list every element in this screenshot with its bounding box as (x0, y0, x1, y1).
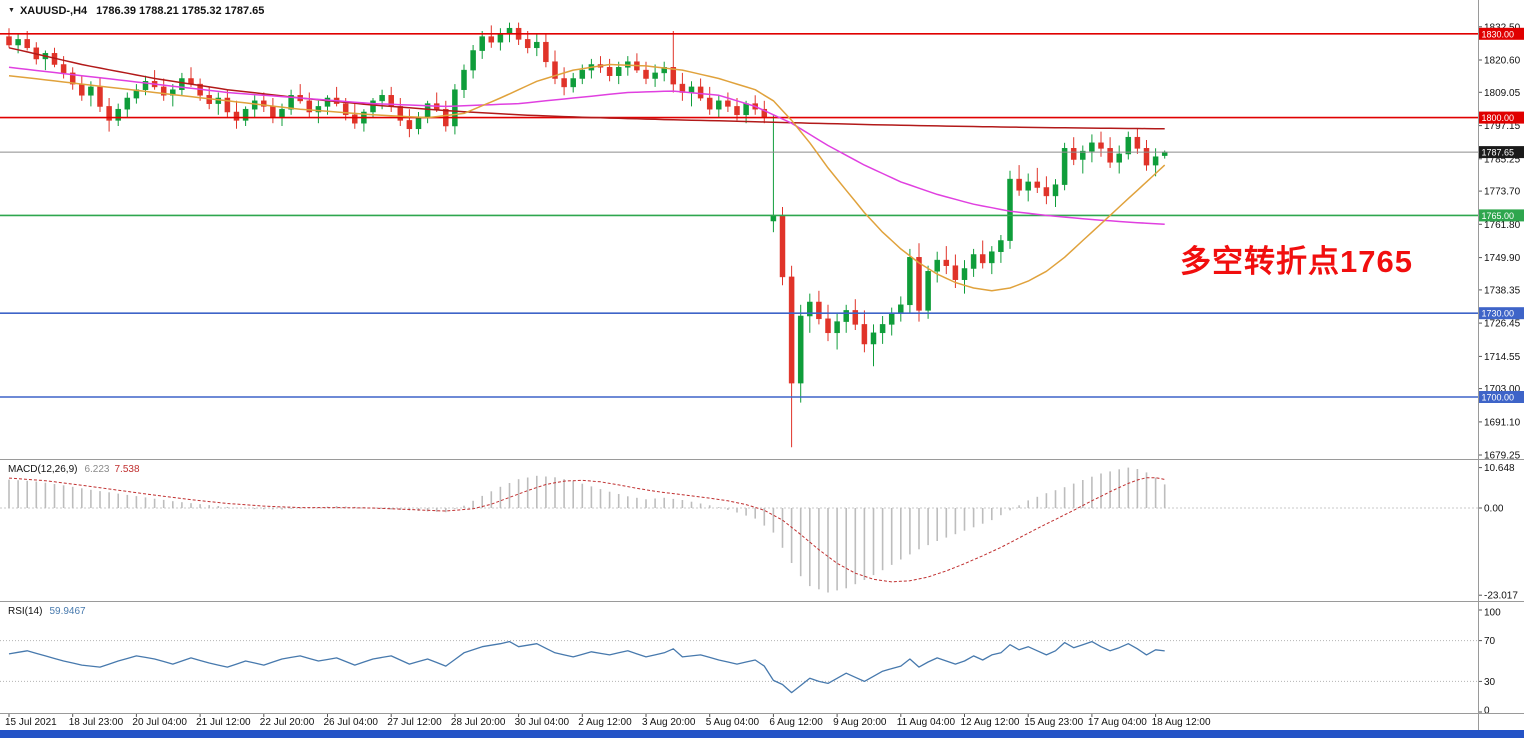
svg-text:1830.00: 1830.00 (1482, 29, 1515, 39)
bottom-scrollbar[interactable] (0, 730, 1524, 738)
svg-text:100: 100 (1484, 608, 1501, 619)
svg-text:1700.00: 1700.00 (1482, 393, 1515, 403)
svg-text:1726.45: 1726.45 (1484, 319, 1521, 330)
rsi-indicator-label: RSI(14) 59.9467 (8, 606, 86, 617)
moving-averages-layer (8, 47, 1166, 292)
svg-text:12 Aug 12:00: 12 Aug 12:00 (961, 717, 1020, 728)
svg-text:1679.25: 1679.25 (1484, 451, 1521, 462)
svg-text:30: 30 (1484, 677, 1496, 688)
candles-layer (6, 22, 1168, 448)
svg-text:30 Jul 04:00: 30 Jul 04:00 (515, 717, 570, 728)
rsi-name: RSI(14) (8, 606, 43, 617)
svg-text:6 Aug 12:00: 6 Aug 12:00 (769, 717, 823, 728)
svg-text:1761.80: 1761.80 (1484, 220, 1521, 231)
rsi-line (8, 640, 1165, 694)
svg-text:21 Jul 12:00: 21 Jul 12:00 (196, 717, 251, 728)
macd-panel[interactable]: 10.648 0.00 -23.017 (0, 463, 1518, 602)
svg-text:20 Jul 04:00: 20 Jul 04:00 (132, 717, 187, 728)
price-levels-layer[interactable] (0, 32, 1478, 398)
macd-main-value: 6.223 (84, 464, 110, 475)
rsi-panel[interactable]: 100 70 30 0 (0, 608, 1501, 717)
svg-text:1749.90: 1749.90 (1484, 253, 1521, 264)
macd-signal-value: 7.538 (114, 464, 140, 475)
svg-text:1809.05: 1809.05 (1484, 88, 1521, 99)
chart-title: ▼ XAUUSD-,H4 1786.39 1788.21 1785.32 1787.… (8, 5, 264, 17)
svg-text:1820.60: 1820.60 (1484, 56, 1521, 67)
svg-text:1703.00: 1703.00 (1484, 384, 1521, 395)
svg-text:28 Jul 20:00: 28 Jul 20:00 (451, 717, 506, 728)
svg-text:1787.65: 1787.65 (1482, 148, 1515, 158)
svg-text:18 Aug 12:00: 18 Aug 12:00 (1152, 717, 1211, 728)
svg-text:1773.70: 1773.70 (1484, 187, 1521, 198)
ohlc-values: 1786.39 1788.21 1785.32 1787.65 (96, 5, 265, 17)
svg-text:26 Jul 04:00: 26 Jul 04:00 (324, 717, 379, 728)
annotation-text: 多空转折点1765 (1180, 244, 1413, 279)
macd-indicator-label: MACD(12,26,9) 6.223 7.538 (8, 464, 140, 475)
svg-text:1714.55: 1714.55 (1484, 352, 1521, 363)
svg-text:70: 70 (1484, 636, 1496, 647)
svg-text:1765.00: 1765.00 (1482, 211, 1515, 221)
svg-text:15 Jul 2021: 15 Jul 2021 (5, 717, 57, 728)
svg-text:22 Jul 20:00: 22 Jul 20:00 (260, 717, 315, 728)
svg-text:1730.00: 1730.00 (1482, 309, 1515, 319)
price-axis[interactable]: 1832.501820.601809.051797.151785.251773.… (1478, 22, 1524, 462)
svg-text:2 Aug 12:00: 2 Aug 12:00 (578, 717, 632, 728)
svg-text:1800.00: 1800.00 (1482, 113, 1515, 123)
symbol-timeframe-label: XAUUSD-,H4 (19, 5, 88, 17)
svg-text:1797.15: 1797.15 (1484, 121, 1521, 132)
svg-text:11 Aug 04:00: 11 Aug 04:00 (897, 717, 956, 728)
svg-text:0.00: 0.00 (1484, 504, 1504, 515)
svg-text:9 Aug 20:00: 9 Aug 20:00 (833, 717, 887, 728)
svg-text:27 Jul 12:00: 27 Jul 12:00 (387, 717, 442, 728)
time-axis[interactable]: 15 Jul 2021 18 Jul 23:00 20 Jul 04:00 21 Ju… (5, 713, 1211, 729)
ma-slow-red (8, 47, 1165, 130)
svg-text:0: 0 (1484, 706, 1490, 717)
svg-text:-23.017: -23.017 (1484, 591, 1518, 602)
svg-text:10.648: 10.648 (1484, 463, 1515, 474)
macd-name: MACD(12,26,9) (8, 464, 78, 475)
svg-text:17 Aug 04:00: 17 Aug 04:00 (1088, 717, 1147, 728)
svg-text:15 Aug 23:00: 15 Aug 23:00 (1024, 717, 1083, 728)
rsi-value: 59.9467 (49, 606, 86, 617)
svg-text:5 Aug 04:00: 5 Aug 04:00 (706, 717, 760, 728)
svg-text:1738.35: 1738.35 (1484, 285, 1521, 296)
ma-mid-magenta (8, 66, 1165, 226)
svg-text:18 Jul 23:00: 18 Jul 23:00 (69, 717, 124, 728)
dropdown-triangle-icon[interactable]: ▼ (8, 7, 15, 14)
svg-text:1691.10: 1691.10 (1484, 417, 1521, 428)
svg-text:1785.25: 1785.25 (1484, 154, 1521, 165)
macd-signal-line (8, 477, 1165, 583)
svg-text:3 Aug 20:00: 3 Aug 20:00 (642, 717, 696, 728)
ma-fast-orange (8, 63, 1166, 292)
